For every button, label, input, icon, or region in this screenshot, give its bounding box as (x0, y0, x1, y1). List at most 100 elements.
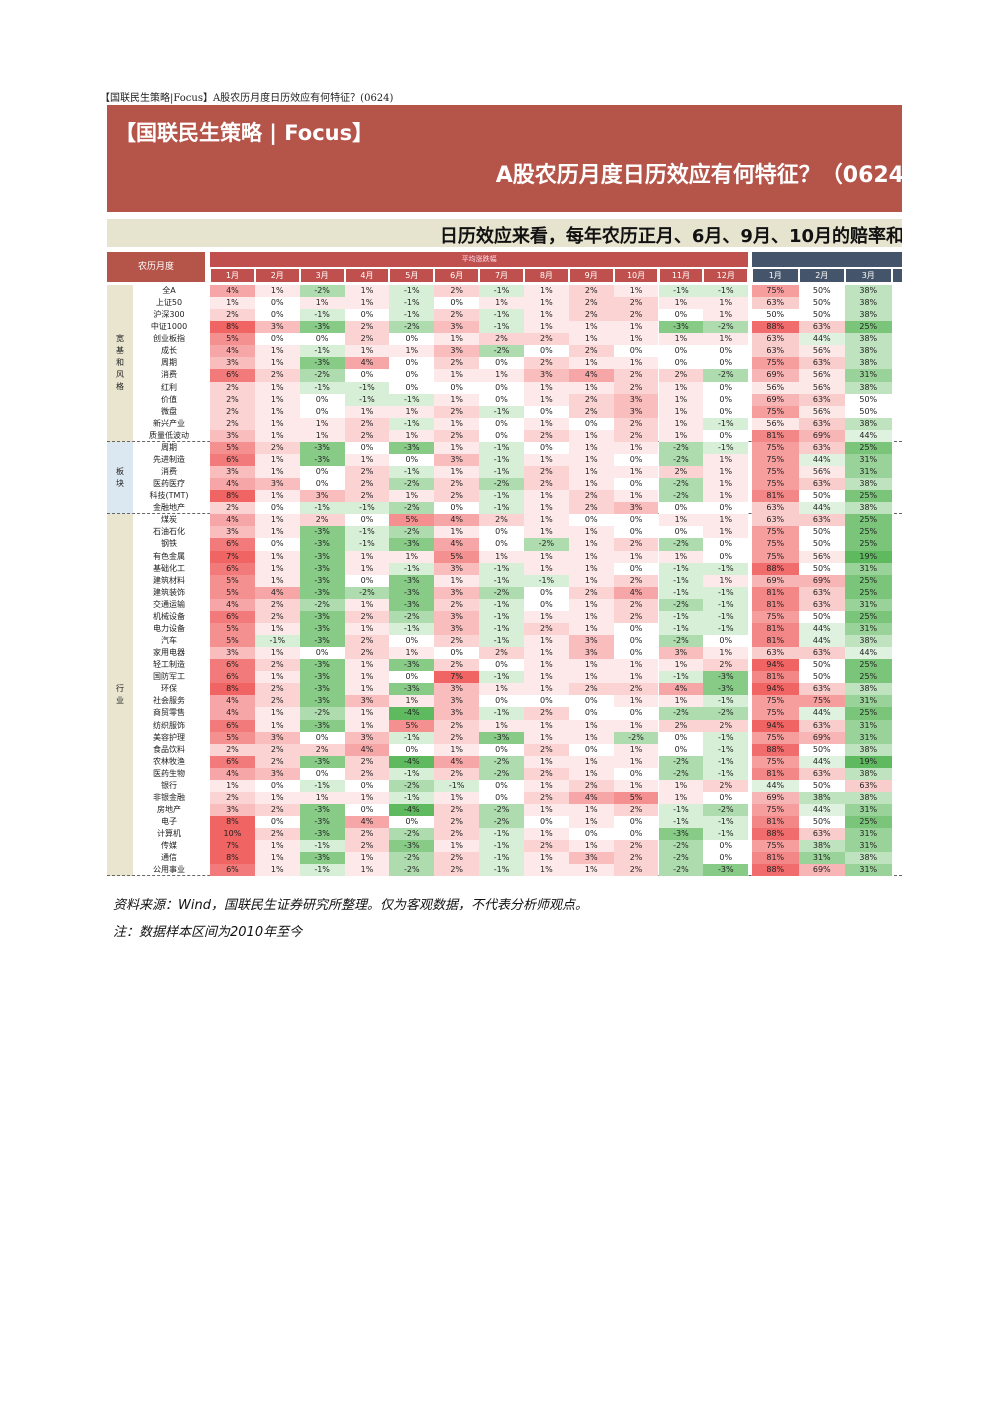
month-header: 10月 (614, 269, 658, 282)
avg-cell: -3% (658, 828, 704, 841)
avg-cell: -2% (299, 285, 345, 298)
avg-cell: 1% (523, 285, 569, 298)
win-cell: 25% (845, 526, 892, 539)
win-cell: 25% (845, 441, 892, 454)
avg-cell: 1% (523, 381, 569, 394)
avg-cell: 4% (210, 345, 255, 358)
win-cell: 75% (752, 466, 799, 479)
win-cell: 56% (752, 381, 799, 394)
avg-cell: -1% (479, 405, 524, 418)
avg-cell: 1% (434, 417, 480, 430)
avg-cell: 1% (568, 478, 614, 491)
avg-cell: 3% (344, 695, 390, 708)
avg-cell: -2% (658, 453, 704, 467)
avg-cell: -2% (703, 321, 749, 334)
win-cell: 25% (845, 816, 892, 829)
avg-cell: 3% (434, 586, 480, 599)
avg-cell: 1% (613, 466, 659, 479)
avg-cell: 0% (479, 779, 524, 792)
win-cell: 44% (798, 622, 845, 636)
avg-cell: 1% (523, 297, 569, 310)
avg-cell: 2% (434, 635, 480, 648)
row-name: 建筑装饰 (153, 587, 185, 597)
avg-cell: 0% (523, 816, 569, 829)
avg-cell: 3% (568, 647, 614, 660)
win-cell: 69% (752, 791, 799, 804)
row-name: 红利 (161, 382, 177, 392)
month-header: 1月 (211, 269, 254, 282)
avg-cell: 1% (254, 405, 300, 418)
avg-cell: 2% (254, 804, 300, 817)
win-cell: 81% (752, 635, 799, 648)
avg-cell: 0% (613, 828, 659, 841)
avg-cell: 1% (434, 369, 480, 382)
win-cell: 63% (798, 321, 845, 334)
avg-cell: -2% (658, 852, 704, 865)
avg-cell: -2% (299, 369, 345, 382)
avg-cell: -3% (389, 683, 435, 696)
avg-cell: 2% (434, 478, 480, 491)
avg-cell: 1% (523, 490, 569, 503)
avg-cell: 0% (568, 514, 614, 527)
avg-cell: 2% (523, 707, 569, 720)
avg-cell: 0% (389, 671, 435, 684)
win-cell: 63% (752, 333, 799, 346)
win-cell: 38% (845, 357, 892, 370)
avg-cell: 1% (523, 671, 569, 684)
win-cell: 56% (798, 381, 845, 394)
avg-cell: -3% (299, 659, 345, 672)
avg-cell: 1% (613, 755, 659, 768)
avg-cell: -1% (703, 417, 749, 430)
avg-cell: -2% (479, 755, 524, 768)
avg-cell: -3% (299, 671, 345, 684)
avg-cell: 5% (613, 791, 659, 804)
win-cell: 88% (752, 562, 799, 575)
row-name: 煤炭 (161, 515, 177, 525)
avg-cell: 7% (434, 671, 480, 684)
avg-cell: -3% (703, 671, 749, 684)
avg-cell: 1% (568, 574, 614, 587)
avg-cell: 1% (523, 779, 569, 792)
banner: 【国联民生策略 | Focus】 A股农历月度日历效应有何特征？（0624 (107, 105, 902, 212)
avg-cell: -2% (658, 707, 704, 720)
avg-cell: 3% (210, 429, 255, 442)
avg-cell: 1% (523, 309, 569, 322)
avg-cell: 4% (568, 791, 614, 804)
avg-cell: 2% (613, 598, 659, 611)
avg-cell: -2% (389, 502, 435, 515)
win-cell: 50% (798, 743, 845, 756)
avg-cell: 1% (523, 393, 569, 406)
avg-cell: 0% (613, 526, 659, 539)
avg-cell: 1% (254, 429, 300, 442)
avg-cell: 8% (210, 683, 255, 696)
avg-cell: 2% (658, 466, 704, 479)
avg-cell: -2% (389, 321, 435, 334)
win-cell: 50% (845, 393, 892, 406)
avg-cell: 1% (568, 804, 614, 817)
avg-cell: 2% (434, 731, 480, 744)
avg-cell: 2% (613, 683, 659, 696)
win-cell: 88% (752, 743, 799, 756)
avg-cell: 1% (523, 683, 569, 696)
avg-cell: 3% (254, 321, 300, 334)
avg-cell: 2% (344, 840, 390, 853)
avg-cell: 1% (344, 671, 390, 684)
avg-cell: 5% (210, 586, 255, 599)
avg-cell: 1% (658, 381, 704, 394)
avg-cell: -1% (479, 466, 524, 479)
avg-cell: 1% (658, 417, 704, 430)
avg-cell: 1% (299, 417, 345, 430)
avg-cell: 1% (658, 405, 704, 418)
avg-cell: 1% (344, 622, 390, 636)
win-cell: 38% (845, 345, 892, 358)
avg-cell: 2% (658, 719, 704, 732)
win-cell: 44% (798, 804, 845, 817)
avg-cell: 5% (210, 333, 255, 346)
avg-cell: 1% (568, 659, 614, 672)
avg-cell: -3% (299, 683, 345, 696)
avg-cell: 2% (523, 840, 569, 853)
win-cell: 31% (845, 719, 892, 732)
avg-cell: 1% (254, 550, 300, 563)
row-name: 创业板指 (153, 334, 185, 344)
row-name: 金融地产 (153, 503, 185, 513)
